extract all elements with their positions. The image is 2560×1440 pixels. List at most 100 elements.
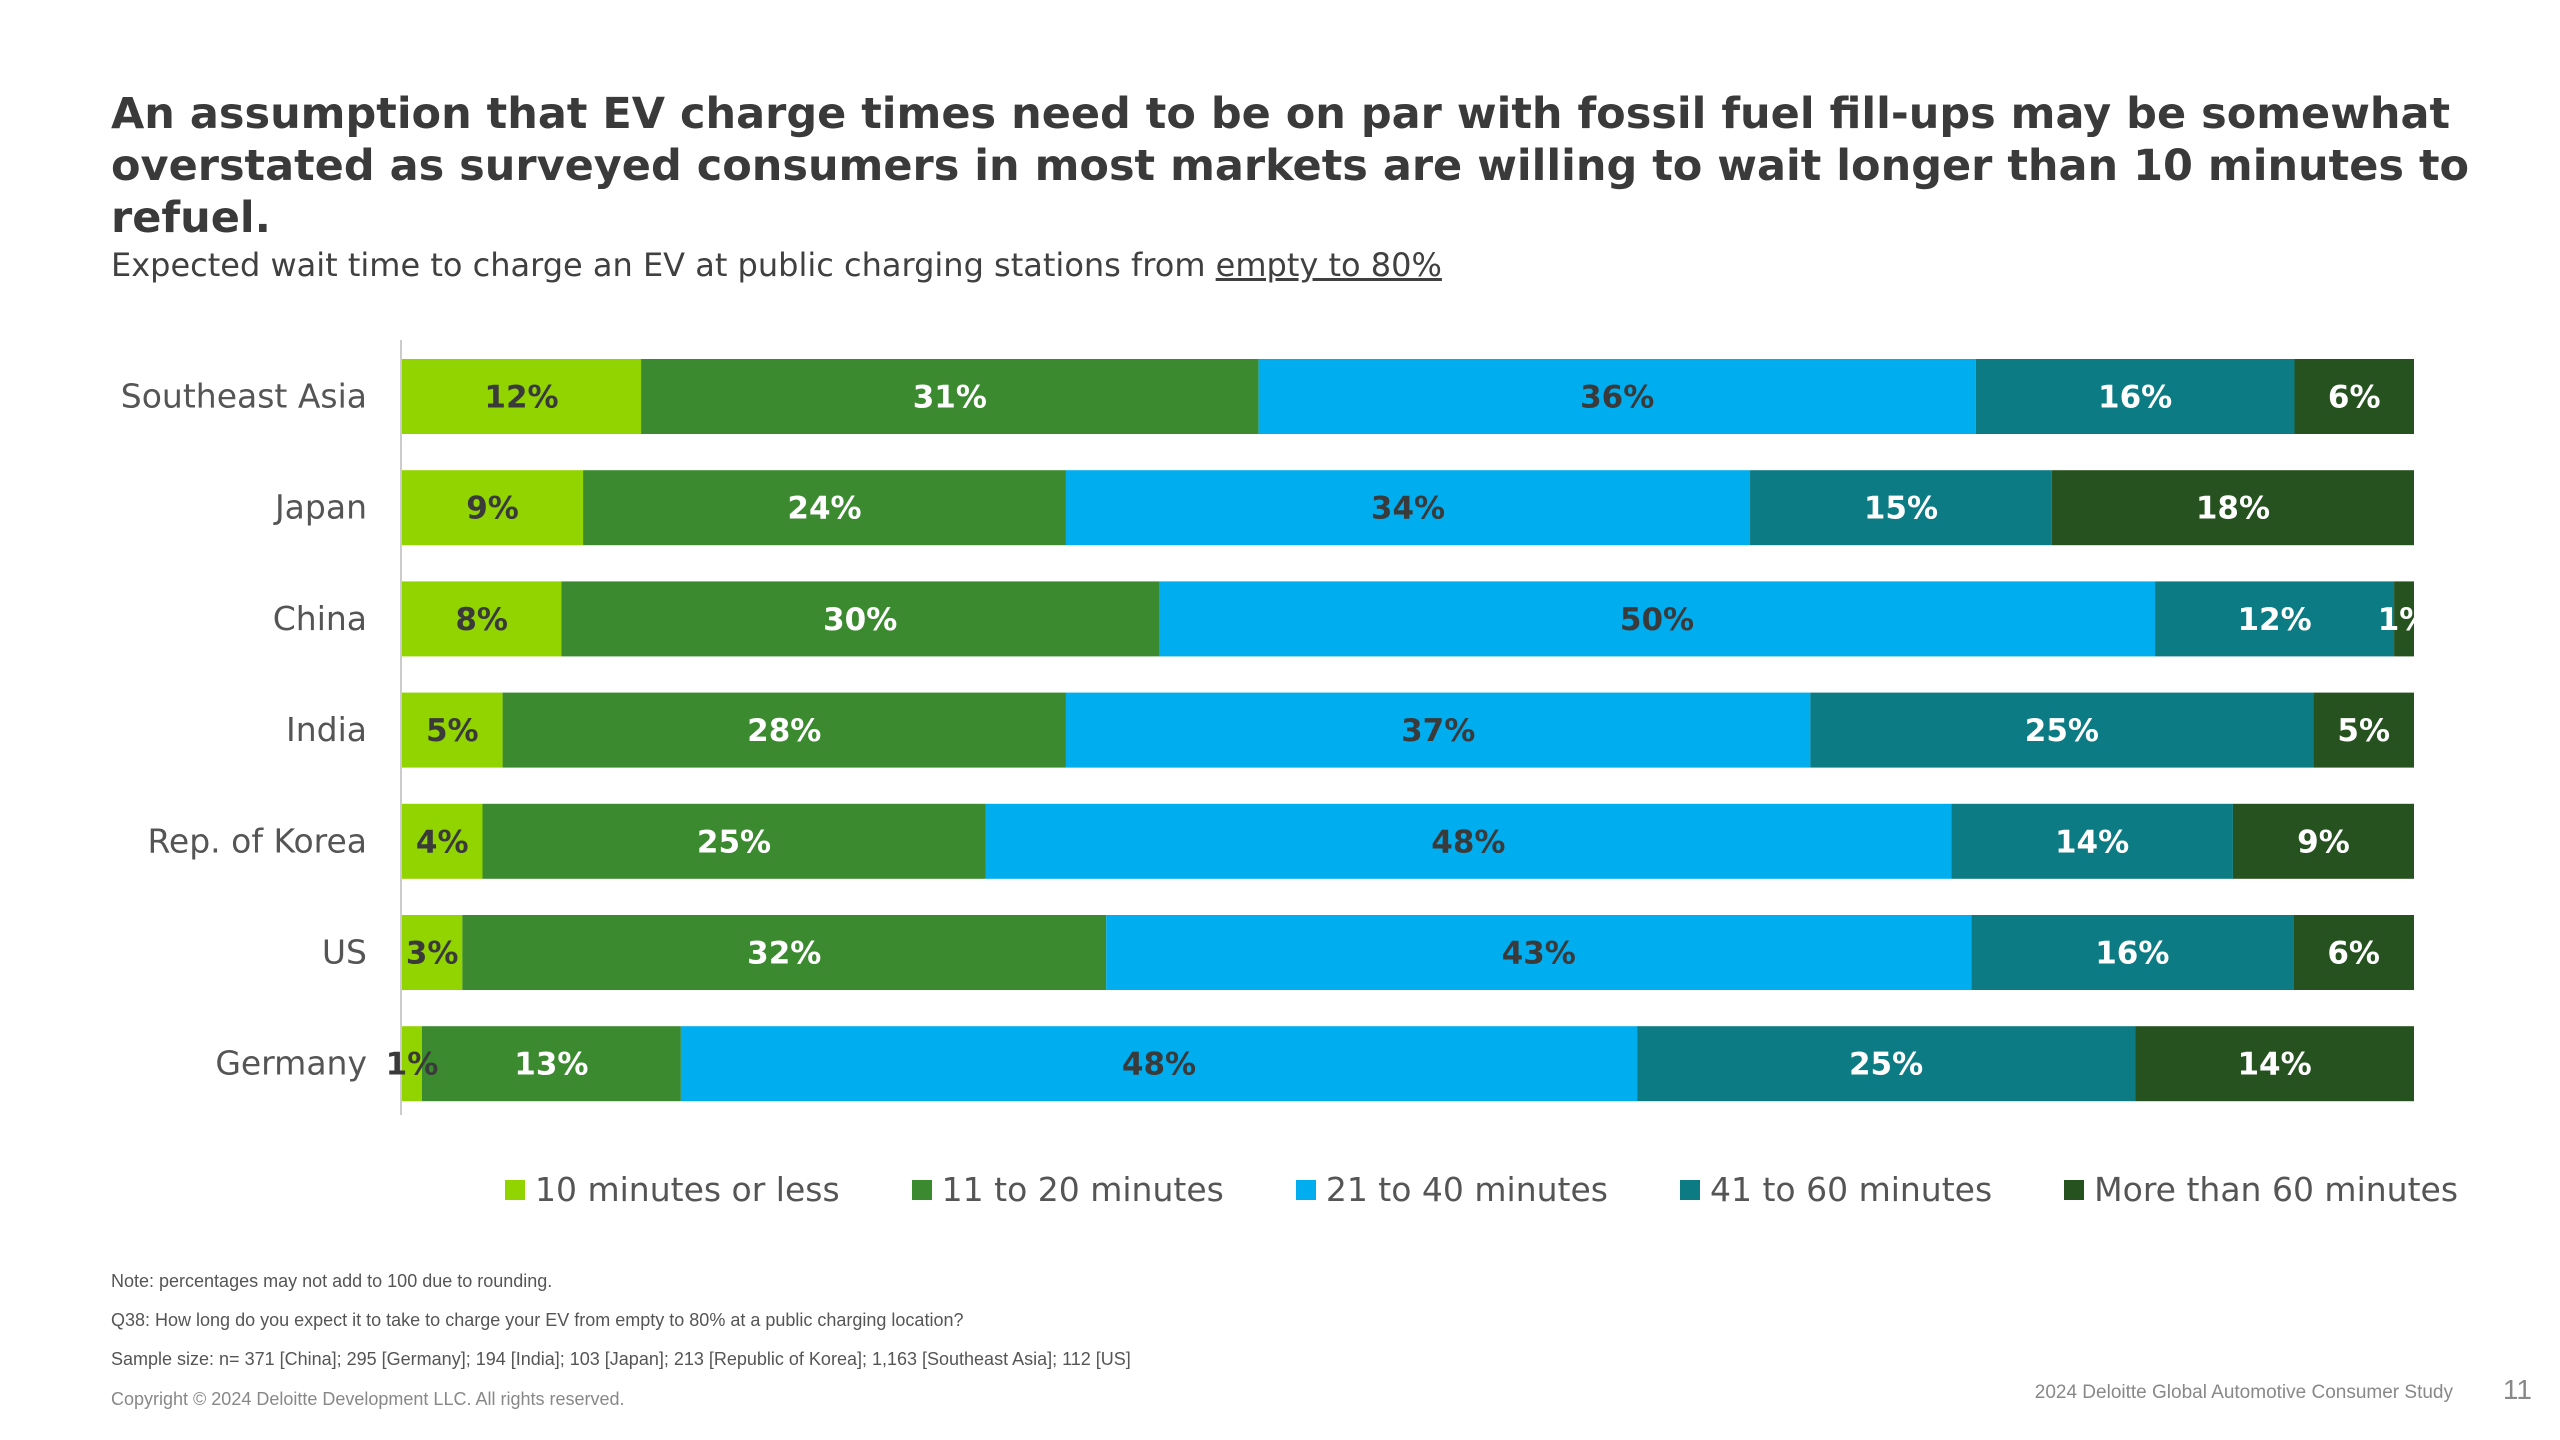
bar-segment: [2232, 803, 2414, 879]
legend-item: 41 to 60 minutes: [1680, 1170, 1992, 1209]
data-label: 43%: [1502, 936, 1576, 972]
category-label: India: [286, 710, 367, 749]
data-label: 4%: [416, 824, 469, 860]
bar-segment: [641, 359, 1259, 434]
bar-segment: [2293, 915, 2414, 990]
bar-segment: [402, 470, 584, 546]
data-label: 14%: [2237, 1047, 2311, 1083]
legend-label: 21 to 40 minutes: [1325, 1170, 1608, 1209]
note-rounding: Note: percentages may not add to 100 due…: [111, 1271, 553, 1291]
legend-swatch: [2064, 1179, 2085, 1200]
bar-segment: [680, 1026, 1638, 1102]
bar-segment: [402, 581, 562, 657]
data-label: 24%: [787, 491, 861, 527]
data-label: 1%: [2378, 602, 2431, 638]
data-label: 36%: [1580, 380, 1654, 416]
bar-segment: [1951, 803, 2233, 879]
category-label: China: [273, 599, 367, 638]
bar-segment: [2135, 1026, 2414, 1102]
bar-segment: [1750, 470, 2052, 546]
category-label: Japan: [273, 488, 367, 527]
data-label: 48%: [1122, 1047, 1196, 1083]
bar-segment: [2294, 359, 2414, 434]
legend-item: More than 60 minutes: [2064, 1170, 2458, 1209]
copyright: Copyright © 2024 Deloitte Development LL…: [111, 1389, 625, 1409]
data-label: 3%: [406, 936, 459, 972]
data-label: 16%: [2095, 936, 2169, 972]
bar-segment: [2155, 581, 2395, 657]
data-label: 37%: [1401, 713, 1475, 749]
chart-subtitle: Expected wait time to charge an EV at pu…: [111, 246, 1442, 284]
bar-segment: [402, 915, 463, 990]
study-name: 2024 Deloitte Global Automotive Consumer…: [2034, 1382, 2453, 1403]
note-question: Q38: How long do you expect it to take t…: [111, 1310, 964, 1330]
category-label: Germany: [215, 1044, 367, 1083]
bar-segment: [2394, 581, 2414, 657]
legend-item: 11 to 20 minutes: [911, 1170, 1224, 1209]
page-number: 11: [2502, 1374, 2532, 1405]
legend-swatch: [1680, 1179, 1700, 1200]
legend-item: 21 to 40 minutes: [1295, 1170, 1608, 1209]
legend-label: 41 to 60 minutes: [1710, 1170, 1993, 1209]
data-label: 9%: [466, 491, 519, 527]
bar-segment: [1065, 470, 1751, 546]
data-label: 18%: [2196, 491, 2270, 527]
stacked-bar-chart: Southeast Asia 12% 31% 36% 16% 6% Japan 9% 24% 34…: [120, 340, 2431, 1115]
bar-segment: [985, 803, 1952, 879]
bar-segment: [1106, 915, 1972, 990]
category-label: Southeast Asia: [121, 377, 367, 416]
data-label: 8%: [455, 602, 508, 638]
legend-label: 11 to 20 minutes: [941, 1170, 1224, 1209]
bar-segment: [402, 1026, 422, 1102]
data-label: 28%: [747, 713, 821, 749]
data-label: 34%: [1371, 491, 1445, 527]
data-label: 30%: [823, 602, 897, 638]
data-label: 9%: [2297, 824, 2350, 860]
data-label: 5%: [426, 713, 479, 749]
data-label: 6%: [2328, 380, 2381, 416]
data-label: 1%: [386, 1047, 439, 1083]
legend-swatch: [505, 1179, 525, 1200]
data-label: 6%: [2327, 936, 2380, 972]
page-title: An assumption that EV charge times need …: [111, 89, 2470, 243]
subtitle-text: Expected wait time to charge an EV at pu…: [111, 246, 1216, 284]
bar-segment: [583, 470, 1066, 546]
legend-item: 10 minutes or less: [505, 1170, 840, 1209]
data-label: 15%: [1864, 491, 1938, 527]
bar-segment: [482, 803, 986, 879]
data-label: 50%: [1620, 602, 1694, 638]
bar-segment: [2313, 692, 2414, 768]
bar-segment: [1065, 692, 1811, 768]
data-label: 5%: [2337, 713, 2390, 749]
bar-segment: [561, 581, 1159, 657]
data-label: 25%: [697, 824, 771, 860]
data-label: 31%: [913, 380, 987, 416]
data-label: 25%: [2025, 713, 2099, 749]
bar-segment: [402, 692, 503, 768]
bar-segment: [502, 692, 1066, 768]
legend-swatch: [1295, 1179, 1316, 1200]
bar-segment: [462, 915, 1107, 990]
legend: 10 minutes or less 11 to 20 minutes 21 to …: [505, 1170, 2458, 1209]
data-label: 32%: [747, 936, 821, 972]
data-label: 12%: [484, 380, 558, 416]
bar-segment: [1258, 359, 1976, 434]
legend-label: 10 minutes or less: [535, 1170, 840, 1209]
bar-segment: [2051, 470, 2414, 546]
legend-label: More than 60 minutes: [2094, 1170, 2459, 1209]
bar-segment: [1810, 692, 2314, 768]
data-label: 12%: [2237, 602, 2311, 638]
data-label: 48%: [1431, 824, 1505, 860]
data-label: 16%: [2098, 380, 2172, 416]
bar-segment: [1971, 915, 2294, 990]
data-label: 13%: [514, 1047, 588, 1083]
bar-segment: [421, 1026, 681, 1102]
category-label: Rep. of Korea: [147, 821, 367, 860]
bar-segment: [1637, 1026, 2136, 1102]
bar-segment: [402, 803, 483, 879]
bar-segment: [1158, 581, 2156, 657]
note-sample-size: Sample size: n= 371 [China]; 295 [German…: [111, 1349, 1131, 1369]
data-label: 25%: [1849, 1047, 1923, 1083]
bar-segment: [1975, 359, 2295, 434]
subtitle-underlined: empty to 80%: [1215, 246, 1442, 284]
